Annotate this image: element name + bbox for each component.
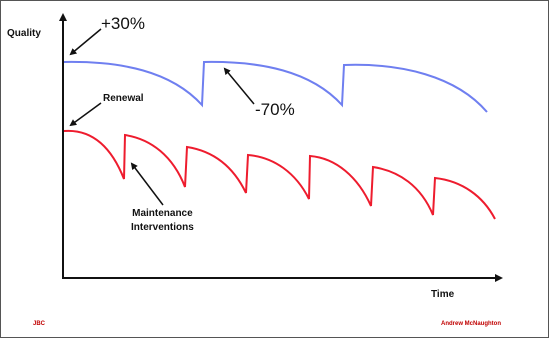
upgrade-arrow	[69, 28, 102, 56]
maintenance-label: Maintenance Interventions	[131, 207, 194, 235]
maintenance-label-line2: Interventions	[131, 222, 194, 233]
lower-quality-curve	[63, 129, 496, 220]
upgrade-label: +30%	[101, 14, 145, 33]
footer-author: Andrew McNaughton	[441, 321, 501, 327]
x-axis-label: Time	[431, 289, 455, 300]
drop-label: -70%	[255, 100, 295, 119]
renewal-label: Renewal	[103, 93, 144, 104]
maintenance-arrow	[130, 162, 164, 206]
maintenance-label-line1: Maintenance	[132, 208, 193, 219]
footer-logo: JBC	[33, 321, 46, 327]
y-axis-label: Quality	[7, 28, 41, 39]
drop-arrow	[223, 67, 255, 105]
upper-quality-curve	[63, 60, 488, 113]
renewal-arrow	[69, 102, 102, 127]
